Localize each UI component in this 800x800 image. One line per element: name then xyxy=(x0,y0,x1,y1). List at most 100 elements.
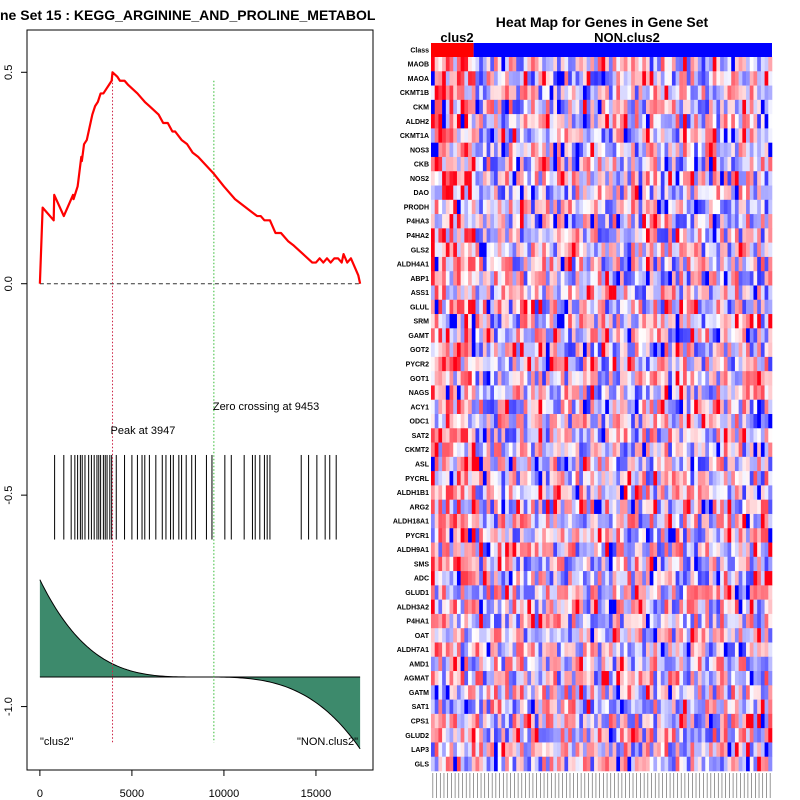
heatmap-cell xyxy=(523,528,528,543)
heatmap-cell xyxy=(560,556,565,572)
heatmap-cell xyxy=(534,328,539,343)
heatmap-cell xyxy=(753,442,758,458)
heatmap-cell xyxy=(590,471,595,486)
heatmap-cell xyxy=(612,328,617,343)
heatmap-cell xyxy=(464,342,469,358)
heatmap-cell xyxy=(683,214,688,229)
heatmap-cell xyxy=(505,228,510,243)
heatmap-cell xyxy=(442,299,447,315)
heatmap-cell xyxy=(471,571,476,586)
heatmap-cell xyxy=(616,728,621,743)
heatmap-cell xyxy=(645,599,650,615)
heatmap-cell xyxy=(753,456,758,472)
heatmap-cell xyxy=(501,99,506,115)
heatmap-cell xyxy=(653,671,658,686)
heatmap-cell xyxy=(642,571,647,586)
heatmap-cell xyxy=(705,699,710,715)
heatmap-cell xyxy=(519,399,524,415)
heatmap-cell xyxy=(664,428,669,443)
heatmap-cell xyxy=(734,128,739,143)
heatmap-cell xyxy=(679,57,684,72)
heatmap-cell xyxy=(571,671,576,686)
heatmap-cell xyxy=(768,214,773,229)
heatmap-cell xyxy=(757,513,762,529)
heatmap-cell xyxy=(620,656,625,672)
heatmap-cell xyxy=(683,85,688,101)
heatmap-cell xyxy=(586,571,591,586)
heatmap-cell xyxy=(597,742,602,758)
heatmap-cell xyxy=(456,513,461,529)
heatmap-cell xyxy=(746,456,751,472)
heatmap-cell xyxy=(568,156,573,172)
heatmap-cell xyxy=(694,85,699,101)
heatmap-cell xyxy=(701,114,706,129)
heatmap-cell xyxy=(449,385,454,401)
heatmap-cell xyxy=(742,128,747,143)
heatmap-cell xyxy=(705,285,710,301)
heatmap-cell xyxy=(645,499,650,515)
heatmap-cell xyxy=(708,613,713,629)
heatmap-cell xyxy=(616,128,621,143)
heatmap-cell xyxy=(720,142,725,158)
heatmap-cell xyxy=(638,57,643,72)
heatmap-cell xyxy=(749,256,754,272)
heatmap-cell xyxy=(571,142,576,158)
heatmap-cell xyxy=(668,342,673,358)
heatmap-cell xyxy=(431,99,436,115)
heatmap-cell xyxy=(431,528,436,543)
heatmap-cell xyxy=(494,499,499,515)
heatmap-cell xyxy=(660,71,665,86)
heatmap-cell xyxy=(631,156,636,172)
heatmap-cell xyxy=(456,256,461,272)
heatmap-cell xyxy=(631,71,636,86)
heatmap-cell xyxy=(653,685,658,700)
heatmap-cell xyxy=(538,128,543,143)
heatmap-cell xyxy=(627,642,632,658)
heatmap-cell xyxy=(590,756,595,772)
heatmap-cell xyxy=(657,685,662,700)
heatmap-cell xyxy=(568,142,573,158)
heatmap-cell xyxy=(512,185,517,201)
heatmap-cell xyxy=(516,342,521,358)
heatmap-cell xyxy=(512,256,517,272)
heatmap-cell xyxy=(519,756,524,772)
heatmap-cell xyxy=(434,656,439,672)
heatmap-cell xyxy=(523,314,528,329)
heatmap-cell xyxy=(764,256,769,272)
heatmap-cell xyxy=(664,356,669,372)
heatmap-cell xyxy=(490,742,495,758)
heatmap-cell xyxy=(560,256,565,272)
heatmap-cell xyxy=(549,299,554,315)
heatmap-cell xyxy=(501,214,506,229)
heatmap-cell xyxy=(627,128,632,143)
heatmap-cell xyxy=(653,756,658,772)
heatmap-cell xyxy=(557,71,562,86)
heatmap-cell xyxy=(594,356,599,372)
heatmap-cell xyxy=(575,271,580,286)
heatmap-cell xyxy=(538,242,543,258)
heatmap-cell xyxy=(764,228,769,243)
heatmap-cell xyxy=(716,499,721,515)
heatmap-cell xyxy=(519,299,524,315)
heatmap-cell xyxy=(512,342,517,358)
heatmap-cell xyxy=(582,428,587,443)
heatmap-cell xyxy=(449,642,454,658)
heatmap-cell xyxy=(531,414,536,429)
heatmap-cell xyxy=(627,499,632,515)
heatmap-cell xyxy=(649,414,654,429)
heatmap-cell xyxy=(708,542,713,558)
heatmap-cell xyxy=(508,185,513,201)
heatmap-cell xyxy=(649,699,654,715)
heatmap-cell xyxy=(760,242,765,258)
heatmap-cell xyxy=(608,699,613,715)
heatmap-cell xyxy=(757,199,762,215)
heatmap-cell xyxy=(545,728,550,743)
heatmap-cell xyxy=(649,528,654,543)
heatmap-cell xyxy=(497,285,502,301)
heatmap-cell xyxy=(671,656,676,672)
heatmap-cell xyxy=(545,171,550,186)
heatmap-cell xyxy=(486,685,491,700)
heatmap-cell xyxy=(512,756,517,772)
heatmap-cell xyxy=(746,214,751,229)
heatmap-cell xyxy=(445,128,450,143)
